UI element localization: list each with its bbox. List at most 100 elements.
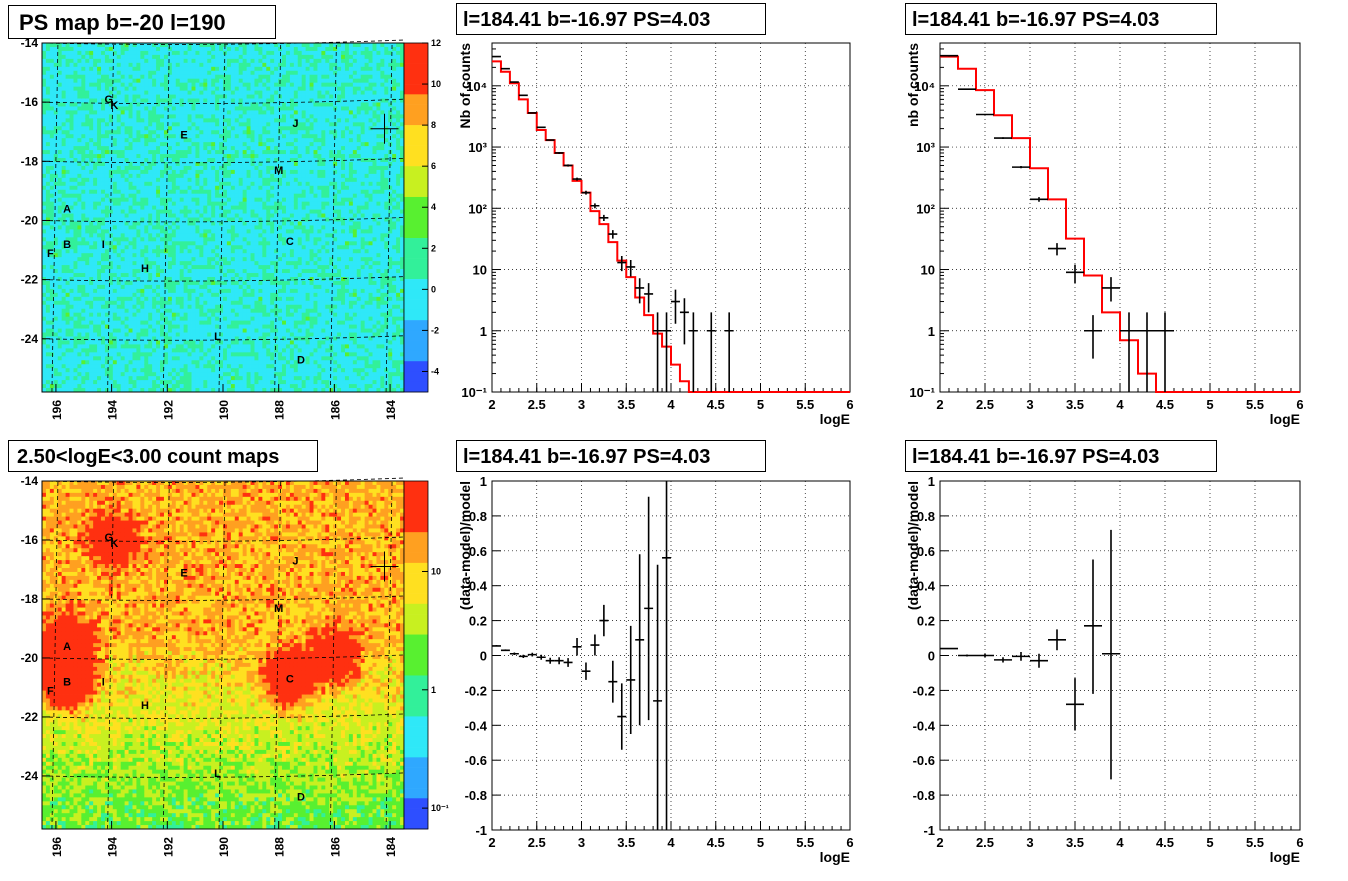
heatmap-cell	[179, 265, 185, 270]
heatmap-cell	[156, 245, 161, 250]
heatmap-cell	[97, 332, 102, 337]
heatmap-cell	[45, 173, 51, 179]
heatmap-cell	[187, 193, 192, 199]
heatmap-cell	[171, 241, 177, 246]
heatmap-cell	[219, 348, 224, 353]
heatmap-cell	[238, 376, 244, 381]
heatmap-cell	[246, 376, 251, 381]
heatmap-cell	[132, 217, 137, 222]
heatmap-cell	[171, 300, 177, 306]
heatmap-cell	[183, 380, 188, 385]
heatmap-cell	[179, 372, 185, 377]
heatmap-cell	[258, 241, 263, 246]
heatmap-cell	[140, 165, 145, 171]
heatmap-cell	[195, 257, 200, 262]
heatmap-cell	[219, 284, 224, 290]
heatmap-cell	[128, 348, 133, 353]
heatmap-cell	[187, 245, 192, 250]
heatmap-cell	[250, 126, 255, 131]
heatmap-cell	[81, 118, 86, 123]
heatmap-cell	[246, 276, 251, 282]
heatmap-cell	[93, 332, 98, 337]
heatmap-cell	[53, 296, 59, 302]
heatmap-cell	[203, 368, 208, 373]
heatmap-cell	[219, 257, 224, 262]
heatmap-cell	[144, 58, 149, 64]
heatmap-cell	[97, 130, 102, 135]
heatmap-cell	[152, 146, 157, 151]
heatmap-cell	[89, 158, 94, 163]
heatmap-cell	[97, 173, 102, 179]
heatmap-cell	[195, 82, 200, 88]
heatmap-cell	[49, 280, 55, 286]
heatmap-cell	[152, 324, 157, 329]
heatmap-cell	[156, 161, 161, 167]
heatmap-cell	[160, 90, 165, 95]
heatmap-cell	[199, 320, 204, 325]
heatmap-cell	[57, 372, 63, 377]
heatmap-cell	[183, 245, 188, 250]
heatmap-cell	[81, 50, 86, 56]
heatmap-cell	[148, 138, 153, 143]
heatmap-cell	[254, 320, 259, 325]
heatmap-cell	[57, 173, 63, 179]
heatmap-cell	[179, 316, 185, 322]
heatmap-cell	[120, 90, 126, 95]
heatmap-cell	[93, 201, 98, 207]
heatmap-cell	[250, 320, 255, 325]
heatmap-cell	[101, 197, 106, 203]
heatmap-cell	[77, 158, 82, 163]
heatmap-cell	[104, 368, 110, 373]
heatmap-cell	[57, 126, 63, 131]
heatmap-cell	[85, 134, 90, 139]
heatmap-cell	[223, 308, 228, 314]
heatmap-cell	[49, 261, 55, 266]
heatmap-cell	[195, 300, 200, 306]
heatmap-cell	[250, 356, 255, 361]
heatmap-cell	[136, 177, 141, 183]
heatmap-cell	[61, 332, 66, 337]
heatmap-cell	[65, 46, 70, 52]
heatmap-cell	[93, 181, 98, 187]
heatmap-cell	[81, 324, 86, 329]
heatmap-cell	[246, 122, 251, 127]
heatmap-cell	[112, 364, 118, 369]
heatmap-cell	[171, 185, 177, 191]
heatmap-cell	[152, 161, 157, 167]
heatmap-cell	[120, 368, 126, 373]
heatmap-cell	[163, 324, 169, 329]
heatmap-cell	[49, 106, 55, 111]
heatmap-cell	[195, 372, 200, 377]
heatmap-cell	[97, 225, 102, 230]
heatmap-cell	[171, 165, 177, 171]
heatmap-cell	[258, 74, 263, 80]
heatmap-cell	[191, 50, 196, 56]
heatmap-cell	[97, 193, 102, 199]
heatmap-cell	[85, 372, 90, 377]
heatmap-cell	[112, 225, 118, 230]
heatmap-cell	[226, 138, 232, 143]
heatmap-cell	[81, 201, 86, 207]
heatmap-cell	[136, 142, 141, 147]
heatmap-cell	[183, 269, 188, 274]
heatmap-cell	[69, 62, 74, 68]
heatmap-cell	[254, 146, 259, 151]
heatmap-cell	[207, 217, 212, 222]
heatmap-cell	[160, 146, 165, 151]
heatmap-cell	[104, 336, 110, 341]
heatmap-cell	[187, 364, 192, 369]
heatmap-cell	[89, 161, 94, 167]
heatmap-cell	[144, 114, 149, 119]
heatmap-cell	[254, 372, 259, 377]
heatmap-cell	[89, 229, 94, 234]
heatmap-cell	[81, 78, 86, 84]
heatmap-cell	[116, 146, 122, 151]
heatmap-cell	[254, 261, 259, 266]
heatmap-cell	[238, 356, 244, 361]
heatmap-cell	[195, 122, 200, 127]
heatmap-cell	[65, 43, 70, 48]
heatmap-cell	[97, 221, 102, 226]
heatmap-cell	[57, 86, 63, 91]
heatmap-cell	[167, 173, 173, 179]
heatmap-cell	[144, 225, 149, 230]
